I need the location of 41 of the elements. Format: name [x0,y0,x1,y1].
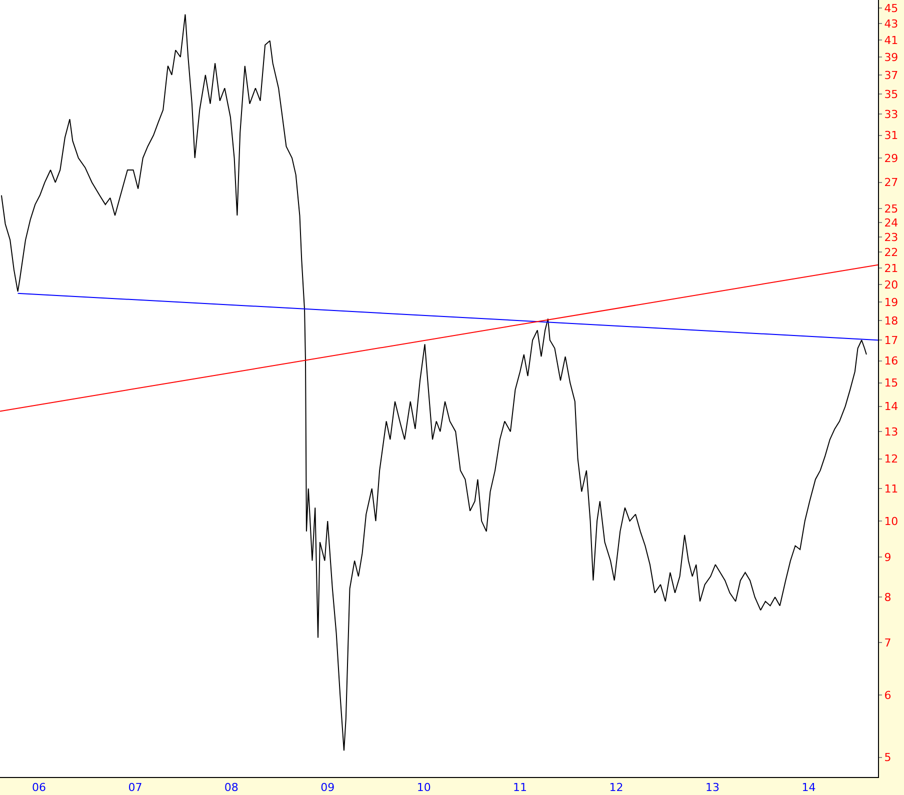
x-tick-label: 12 [609,781,624,794]
x-tick-label: 10 [416,781,431,794]
x-tick-label: 07 [128,781,142,794]
y-tick-label: 17 [884,334,898,347]
y-tick-label: 8 [884,590,892,604]
y-tick-label: 37 [884,68,898,82]
y-tick-label: 33 [884,108,898,121]
y-tick-label: 20 [884,278,898,292]
y-tick-label: 39 [884,50,898,64]
y-tick-label: 41 [884,34,898,47]
x-tick-label: 09 [320,781,335,794]
y-tick-label: 7 [884,636,892,650]
y-tick-label: 43 [884,18,898,31]
y-tick-label: 10 [884,514,898,528]
line-series [0,14,867,752]
y-tick-label: 19 [884,296,898,310]
x-tick-label: 06 [32,781,46,794]
x-tick-label: 13 [706,781,720,794]
y-tick-label: 45 [884,2,898,16]
y-tick-label: 31 [884,129,898,142]
y-tick-label: 23 [884,230,898,244]
y-tick-label: 11 [884,482,898,496]
y-tick-label: 29 [884,152,898,165]
y-tick-label: 13 [884,425,898,438]
y-tick-label: 22 [884,246,898,260]
x-tick-label: 08 [224,781,238,794]
y-tick-label: 21 [884,262,898,275]
y-tick-label: 16 [884,354,898,368]
y-tick-label: 9 [884,550,892,564]
x-tick-label: 14 [802,781,816,794]
y-tick-label: 24 [884,216,898,230]
x-tick-label: 11 [513,781,528,794]
y-tick-label: 15 [884,376,898,390]
y-tick-label: 5 [884,751,892,764]
y-tick-label: 25 [884,202,898,216]
y-tick-label: 12 [884,452,898,466]
y-tick-label: 35 [884,88,898,101]
y-tick-label: 27 [884,176,898,190]
y-tick-label: 14 [884,400,898,414]
y-tick-label: 18 [884,314,898,328]
y-tick-label: 6 [884,689,892,702]
